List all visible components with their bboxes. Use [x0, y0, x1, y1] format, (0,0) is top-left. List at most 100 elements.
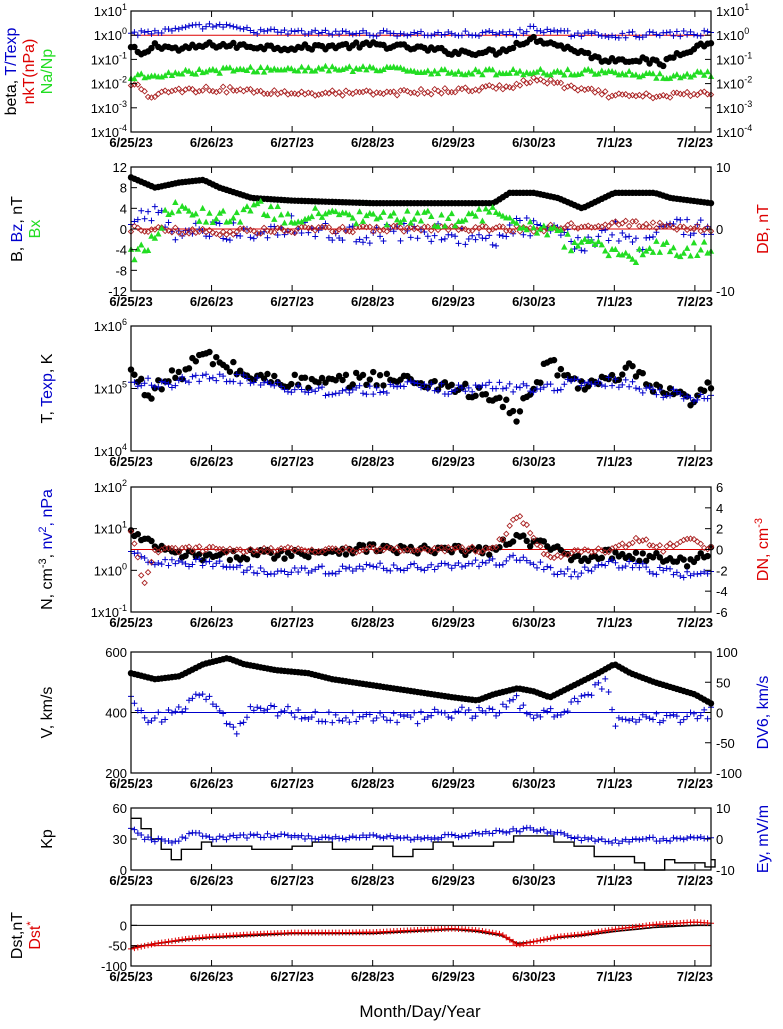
- p2-bx-point-12: [168, 209, 176, 216]
- p2-bz-point-116: [523, 214, 530, 221]
- p1-ytick-label-3: 1x10-1: [91, 50, 127, 67]
- p3-texp-point-44: [278, 383, 285, 390]
- p4-nv2-point-51: [302, 565, 308, 572]
- p6-date-label-5: 6/30/23: [512, 873, 555, 888]
- p7-dst-point-140: [605, 927, 612, 934]
- p1-nkt-point-164: [687, 92, 694, 100]
- p3-texp-point-34: [244, 375, 250, 382]
- p2-bx-point-146: [625, 252, 633, 259]
- p5-dv6-point-130: [571, 695, 578, 702]
- p3-texp-point-15: [179, 373, 186, 380]
- p3-texp-point-62: [339, 387, 346, 394]
- p1-nanp-point-86: [421, 68, 428, 75]
- p6-ey-point-81: [404, 834, 411, 841]
- p1-nkt-point-18: [189, 85, 196, 93]
- p6-ey-point-58: [325, 834, 332, 841]
- p4-nv2-point-159: [670, 571, 677, 578]
- p4-dn-point-7: [151, 546, 159, 554]
- p6-ey-point-47: [288, 834, 295, 841]
- p1-nkt-point-17: [185, 85, 193, 92]
- p1-ttexp-point-118: [530, 23, 537, 30]
- p5-dv6-point-87: [424, 713, 431, 720]
- p4-dn-point-148: [632, 534, 640, 542]
- p6-ey-point-156: [660, 835, 667, 842]
- p4-nv2-point-150: [639, 560, 646, 567]
- p2-bz-point-73: [377, 233, 384, 240]
- p2-bz-point-115: [520, 231, 527, 238]
- p1-nanp-point-40: [264, 64, 271, 71]
- p3-texp-point-149: [636, 385, 643, 392]
- p1-ttexp-point-11: [165, 26, 172, 33]
- p1-nanp-point-24: [209, 65, 217, 72]
- p3-texp-point-57: [322, 392, 329, 399]
- p2-bx-point-82: [407, 219, 414, 226]
- p3-t-point-40: [264, 370, 271, 378]
- p4-nv2-point-62: [339, 563, 346, 570]
- p2-bx-point-81: [404, 207, 411, 214]
- p4-nv2-point-154: [653, 571, 660, 578]
- p4-nv2-point-76: [387, 567, 394, 574]
- p2-db-point-89: [431, 222, 438, 230]
- p1-ttexp-point-163: [684, 31, 691, 38]
- p3-ytick-label-0: 1x104: [94, 442, 127, 459]
- p5-dv6-point-59: [329, 719, 336, 726]
- p1-nanp-point-120: [537, 65, 544, 72]
- p2-bz-point-92: [441, 235, 448, 242]
- p3-date-label-7: 7/2/23: [677, 454, 713, 469]
- p4-y2tick-label-2: -2: [716, 563, 728, 578]
- p4-nv2-point-45: [281, 568, 288, 575]
- p6-ey-point-7: [151, 838, 158, 845]
- p3-texp-point-156: [660, 394, 667, 401]
- p1-ttexp-point-85: [418, 28, 424, 35]
- p5-dv6-point-37: [254, 704, 261, 711]
- p5-dv6-point-126: [557, 711, 564, 718]
- p1-nanp-point-49: [294, 67, 302, 74]
- p5-dv6-point-133: [581, 692, 588, 699]
- p3-texp-point-30: [230, 378, 237, 385]
- p2-bx-point-9: [158, 224, 165, 231]
- p2-bz-point-23: [206, 233, 213, 240]
- p4-dn-point-93: [445, 544, 452, 551]
- p2-db-point-160: [673, 226, 681, 233]
- p2-db-point-145: [622, 217, 629, 225]
- p1-ttexp-point-88: [428, 32, 435, 39]
- p1-nkt-point-27: [219, 83, 227, 91]
- p1-ttexp-point-17: [186, 22, 192, 29]
- p7-dst-point-2: [134, 944, 141, 951]
- p1-ttexp-point-91: [438, 32, 445, 39]
- p5-dv6-point-165: [690, 710, 697, 717]
- p1-ttexp-point-28: [223, 21, 230, 28]
- p5-dv6-point-31: [233, 730, 240, 737]
- p3-t-point-169: [704, 379, 711, 386]
- p6-ey-point-5: [145, 834, 152, 841]
- p7-ytick-label-2: 0: [120, 918, 127, 933]
- p6-ey-point-129: [568, 834, 575, 841]
- p3-texp-point-120: [537, 386, 544, 393]
- p6-ey-point-137: [595, 836, 602, 843]
- p2-bz-point-133: [581, 247, 588, 254]
- p6-ey-point-25: [213, 836, 220, 843]
- p2-bx-point-21: [199, 204, 206, 211]
- p5-dv6-point-79: [397, 711, 404, 718]
- p3-texp-point-115: [520, 380, 527, 387]
- p3-texp-point-13: [172, 382, 179, 389]
- p1-ttexp-point-165: [690, 31, 697, 38]
- p1-nanp-point-138: [598, 67, 606, 74]
- p6-date-label-2: 6/27/23: [270, 873, 313, 888]
- p1-nanp-point-22: [202, 68, 210, 75]
- p5-dv6-point-97: [458, 704, 465, 711]
- p4-nv2-point-128: [564, 566, 571, 573]
- p2-bz-point-70: [366, 240, 373, 247]
- p1-nkt-point-106: [489, 83, 496, 91]
- p2-bx-point-73: [376, 213, 384, 220]
- p4-y2tick-label-3: 0: [716, 543, 723, 558]
- p5-dv6-point-147: [629, 715, 636, 722]
- p1-nkt-point-148: [632, 92, 640, 100]
- p4-nv2-point-138: [598, 561, 605, 568]
- p6-ey-point-45: [281, 831, 288, 838]
- p7-dst-point-138: [598, 928, 605, 935]
- p5-dv6-point-49: [295, 706, 302, 713]
- p1-ttexp-point-44: [278, 29, 285, 36]
- p3-texp-point-65: [349, 386, 356, 393]
- p4-nv2-point-161: [677, 572, 684, 579]
